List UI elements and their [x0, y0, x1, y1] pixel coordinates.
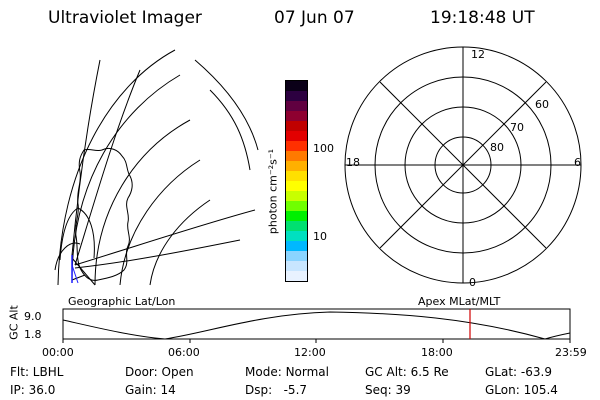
- colorbar-tick-100: 100: [313, 142, 334, 155]
- footer-field-value: 6.5 Re: [406, 365, 449, 379]
- time-label: 19:18:48 UT: [430, 8, 535, 28]
- colorbar-swatch: [286, 151, 307, 161]
- colorbar-swatch: [286, 191, 307, 201]
- footer-field: Mode: Normal: [245, 365, 329, 379]
- footer-field-value: 36.0: [24, 383, 56, 397]
- colorbar-swatch: [286, 101, 307, 111]
- footer-field-value: LBHL: [28, 365, 64, 379]
- footer-field: GLon: 105.4: [485, 383, 558, 397]
- altitude-ytick-1-8: 1.8: [24, 328, 42, 341]
- altitude-xtick-2359: 23:59: [555, 346, 587, 359]
- altitude-xtick-0000: 00:00: [42, 346, 74, 359]
- altitude-ytick-9: 9.0: [24, 310, 42, 323]
- footer-field: GC Alt: 6.5 Re: [365, 365, 449, 379]
- footer-field-key: Dsp:: [245, 383, 273, 397]
- colorbar-swatch: [286, 241, 307, 251]
- footer-field: Flt: LBHL: [10, 365, 63, 379]
- footer-field-key: Flt:: [10, 365, 29, 379]
- mlt-label-12: 12: [471, 48, 485, 61]
- footer-field-value: -63.9: [517, 365, 552, 379]
- footer-field: GLat: -63.9: [485, 365, 552, 379]
- footer-field-value: Open: [157, 365, 194, 379]
- colorbar-swatch: [286, 181, 307, 191]
- colorbar-swatch: [286, 141, 307, 151]
- date-label: 07 Jun 07: [274, 8, 355, 28]
- colorbar-swatch: [286, 261, 307, 271]
- lat-label-80: 80: [490, 141, 504, 154]
- colorbar-swatch: [286, 121, 307, 131]
- colorbar-swatch: [286, 171, 307, 181]
- colorbar-swatch: [286, 231, 307, 241]
- colorbar-swatch: [286, 111, 307, 121]
- footer-field-value: Normal: [281, 365, 329, 379]
- footer-field-key: Mode:: [245, 365, 282, 379]
- colorbar-swatch: [286, 221, 307, 231]
- colorbar-tick-10: 10: [313, 230, 327, 243]
- instrument-title: Ultraviolet Imager: [48, 8, 202, 28]
- footer-field-key: IP:: [10, 383, 25, 397]
- colorbar-swatch: [286, 161, 307, 171]
- footer-field: IP: 36.0: [10, 383, 55, 397]
- footer-field: Gain: 14: [125, 383, 176, 397]
- footer-field-value: 14: [156, 383, 176, 397]
- footer-field-key: Seq:: [365, 383, 392, 397]
- footer-field-key: GLon:: [485, 383, 520, 397]
- colorbar-swatch: [286, 91, 307, 101]
- colorbar-swatch: [286, 251, 307, 261]
- footer-field-value: -5.7: [272, 383, 308, 397]
- footer-field-key: GC Alt:: [365, 365, 407, 379]
- footer-field-key: Door:: [125, 365, 158, 379]
- footer-field-value: 39: [391, 383, 411, 397]
- mlt-label-18: 18: [346, 156, 360, 169]
- footer-field: Door: Open: [125, 365, 194, 379]
- geographic-label: Geographic Lat/Lon: [68, 295, 176, 308]
- colorbar-swatch: [286, 271, 307, 281]
- colorbar-swatch: [286, 201, 307, 211]
- colorbar-gradient: [286, 81, 307, 281]
- altitude-xtick-0600: 06:00: [168, 346, 200, 359]
- altitude-xtick-1200: 12:00: [294, 346, 326, 359]
- lat-label-70: 70: [510, 121, 524, 134]
- lat-label-60: 60: [535, 98, 549, 111]
- colorbar-swatch: [286, 81, 307, 91]
- apex-label: Apex MLat/MLT: [418, 295, 501, 308]
- footer-field-value: 105.4: [519, 383, 558, 397]
- footer-field-key: Gain:: [125, 383, 157, 397]
- altitude-xtick-1800: 18:00: [421, 346, 453, 359]
- mlt-label-6: 6: [574, 156, 581, 169]
- footer-field: Seq: 39: [365, 383, 411, 397]
- footer-field-key: GLat:: [485, 365, 518, 379]
- footer-field: Dsp: -5.7: [245, 383, 307, 397]
- colorbar-swatch: [286, 131, 307, 141]
- colorbar-swatch: [286, 211, 307, 221]
- mlt-label-0: 0: [469, 276, 476, 289]
- colorbar: [285, 80, 308, 282]
